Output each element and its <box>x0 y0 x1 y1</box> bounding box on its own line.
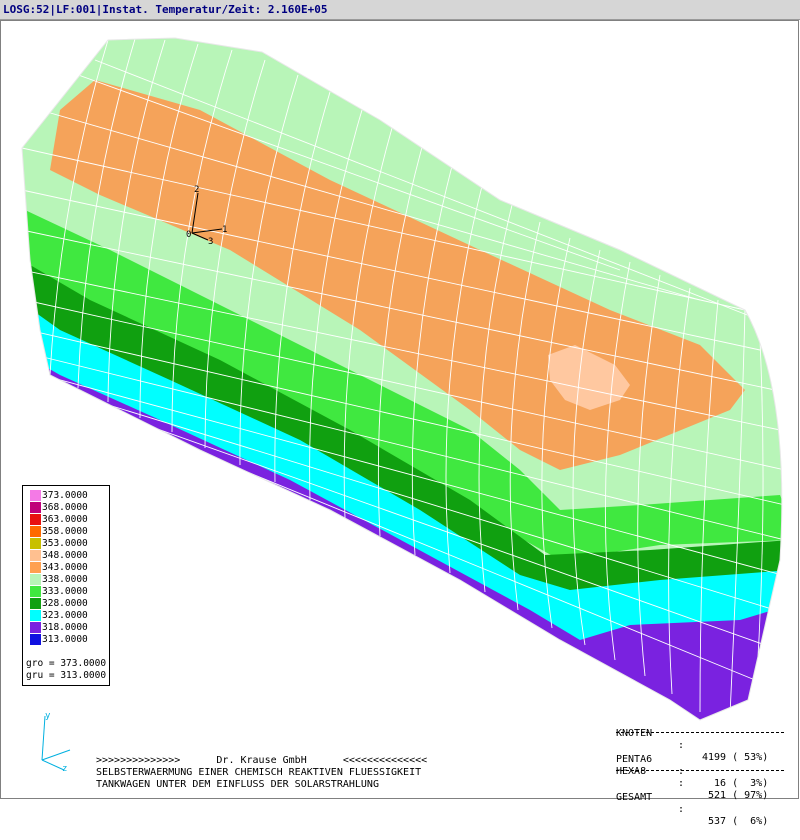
stat-gesamt: GESAMT : 537 ( 6%) <box>616 780 768 840</box>
legend-max: gro = 373.0000 <box>26 658 107 669</box>
legend-swatch <box>30 538 41 549</box>
stat-label: KNOTEN <box>616 728 653 739</box>
global-axis-z: z <box>62 764 67 774</box>
legend-swatch <box>30 502 41 513</box>
legend-label: 328.0000 <box>42 598 88 609</box>
stat-label: GESAMT <box>616 792 653 803</box>
caption-company: >>>>>>>>>>>>>> Dr. Krause GmbH <<<<<<<<<… <box>96 755 428 766</box>
legend-row: 313.0000 <box>25 634 109 646</box>
legend-label: 368.0000 <box>42 502 88 513</box>
caption-title-1: SELBSTERWAERMUNG EINER CHEMISCH REAKTIVE… <box>96 767 422 778</box>
triad-label-2: 2 <box>194 185 199 195</box>
legend-row: 353.0000 <box>25 538 109 550</box>
model-outline <box>21 37 783 721</box>
legend-row: 323.0000 <box>25 610 109 622</box>
legend-label: 373.0000 <box>42 490 88 501</box>
legend-label: 363.0000 <box>42 514 88 525</box>
color-legend: 373.0000 368.0000 363.0000 358.0000 353.… <box>22 485 110 686</box>
stat-label: PENTA6 <box>616 754 653 765</box>
legend-row: 373.0000 <box>25 490 109 502</box>
stat-value: 537 ( 6%) <box>702 816 769 827</box>
legend-row: 318.0000 <box>25 622 109 634</box>
legend-swatch <box>30 586 41 597</box>
caption-title-2: TANKWAGEN UNTER DEM EINFLUSS DER SOLARST… <box>96 779 379 790</box>
legend-swatch <box>30 634 41 645</box>
legend-row: 363.0000 <box>25 514 109 526</box>
stat-value: 4199 ( 53%) <box>702 752 769 763</box>
legend-row: 328.0000 <box>25 598 109 610</box>
legend-swatch <box>30 514 41 525</box>
triad-label-origin: 0 <box>186 230 191 240</box>
legend-row: 368.0000 <box>25 502 109 514</box>
legend-row: 333.0000 <box>25 586 109 598</box>
legend-label: 323.0000 <box>42 610 88 621</box>
stat-hexa8: HEXA8 : 521 ( 97%) <box>616 754 768 814</box>
stat-knoten: KNOTEN : 4199 ( 53%) <box>616 716 768 776</box>
legend-swatch <box>30 550 41 561</box>
legend-row: 343.0000 <box>25 562 109 574</box>
stat-colon: : <box>678 778 685 789</box>
stat-colon: : <box>678 766 685 777</box>
legend-label: 343.0000 <box>42 562 88 573</box>
window-title: LOSG:52|LF:001|Instat. Temperatur/Zeit: … <box>3 3 328 16</box>
stat-value: 521 ( 97%) <box>702 790 769 801</box>
legend-row: 338.0000 <box>25 574 109 586</box>
legend-label: 333.0000 <box>42 586 88 597</box>
stat-separator <box>616 770 784 771</box>
legend-min: gru = 313.0000 <box>26 670 107 681</box>
local-coordinate-triad <box>191 192 223 241</box>
legend-label: 358.0000 <box>42 526 88 537</box>
stat-label: HEXA8 <box>616 766 647 777</box>
stat-separator <box>616 732 784 733</box>
legend-label: 338.0000 <box>42 574 88 585</box>
triad-axis-2 <box>191 192 199 234</box>
legend-label: 313.0000 <box>42 634 88 645</box>
stat-colon: : <box>678 740 685 751</box>
triad-axis-3 <box>191 232 209 241</box>
title-bar: LOSG:52|LF:001|Instat. Temperatur/Zeit: … <box>0 0 800 20</box>
legend-swatch <box>30 526 41 537</box>
viewport-frame <box>0 20 799 799</box>
legend-label: 353.0000 <box>42 538 88 549</box>
legend-row: 348.0000 <box>25 550 109 562</box>
stat-value: 16 ( 3%) <box>702 778 769 789</box>
legend-swatch <box>30 574 41 585</box>
global-axes-icon <box>41 715 71 771</box>
triad-axis-1 <box>191 228 223 234</box>
legend-swatch <box>30 622 41 633</box>
legend-swatch <box>30 490 41 501</box>
stat-penta6: PENTA6 : 16 ( 3%) <box>616 742 768 802</box>
legend-label: 318.0000 <box>42 622 88 633</box>
legend-row: 358.0000 <box>25 526 109 538</box>
legend-swatch <box>30 598 41 609</box>
triad-label-3: 3 <box>208 237 213 247</box>
fem-model-view[interactable]: 2 1 3 0 y z <box>0 0 800 800</box>
legend-swatch <box>30 610 41 621</box>
global-axis-y: y <box>45 711 51 721</box>
triad-label-1: 1 <box>222 225 227 235</box>
legend-swatch <box>30 562 41 573</box>
stat-colon: : <box>678 804 685 815</box>
legend-label: 348.0000 <box>42 550 88 561</box>
